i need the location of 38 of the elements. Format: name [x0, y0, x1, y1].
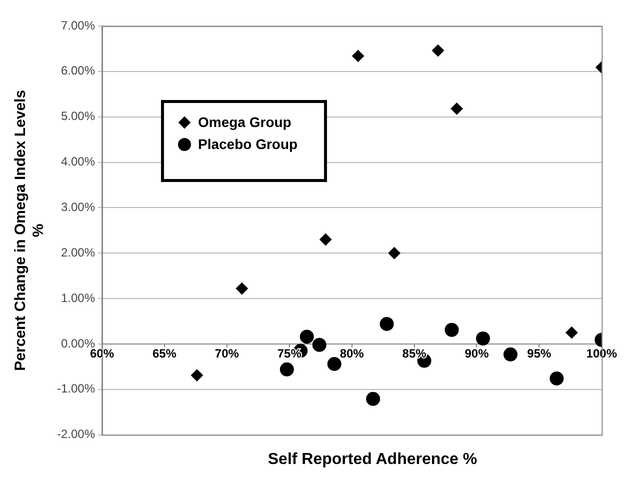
point — [327, 356, 342, 371]
x-tick-label: 95% — [527, 346, 552, 360]
point — [444, 322, 459, 337]
y-tick-label: -1.00% — [56, 382, 96, 396]
point — [550, 371, 564, 386]
point — [388, 247, 400, 260]
point — [503, 347, 518, 362]
x-tick-label: 90% — [464, 346, 490, 360]
legend-label: Omega Group — [198, 113, 292, 132]
point — [366, 392, 380, 406]
point — [280, 362, 294, 376]
y-tick-label: 7.00% — [60, 18, 96, 32]
x-tick-label: 65% — [152, 346, 177, 360]
point — [380, 316, 394, 331]
y-axis-title: Percent Change in Omega Index Levels % — [12, 90, 48, 371]
x-tick-label: 100% — [586, 346, 618, 360]
x-tick-label: 80% — [340, 346, 364, 360]
point — [236, 282, 248, 295]
point — [432, 44, 444, 57]
point — [566, 326, 578, 339]
point — [320, 233, 332, 246]
point — [352, 50, 364, 62]
x-axis-title: Self Reported Adherence % — [266, 451, 478, 469]
y-tick-label: 4.00% — [60, 154, 96, 169]
y-tick-label: 1.00% — [60, 290, 96, 305]
point — [450, 102, 463, 115]
y-tick-label: 3.00% — [60, 200, 96, 214]
y-tick-label: 2.00% — [60, 245, 96, 260]
y-tick-label: 6.00% — [60, 64, 96, 78]
point — [312, 338, 326, 352]
point — [300, 330, 314, 344]
point — [190, 369, 203, 382]
x-tick-label: 70% — [214, 346, 240, 360]
y-tick-label: -2.00% — [56, 427, 96, 442]
x-tick-label: 85% — [402, 346, 427, 360]
point — [476, 332, 490, 346]
legend-label: Placebo Group — [198, 135, 298, 154]
y-tick-label: 5.00% — [60, 109, 96, 124]
